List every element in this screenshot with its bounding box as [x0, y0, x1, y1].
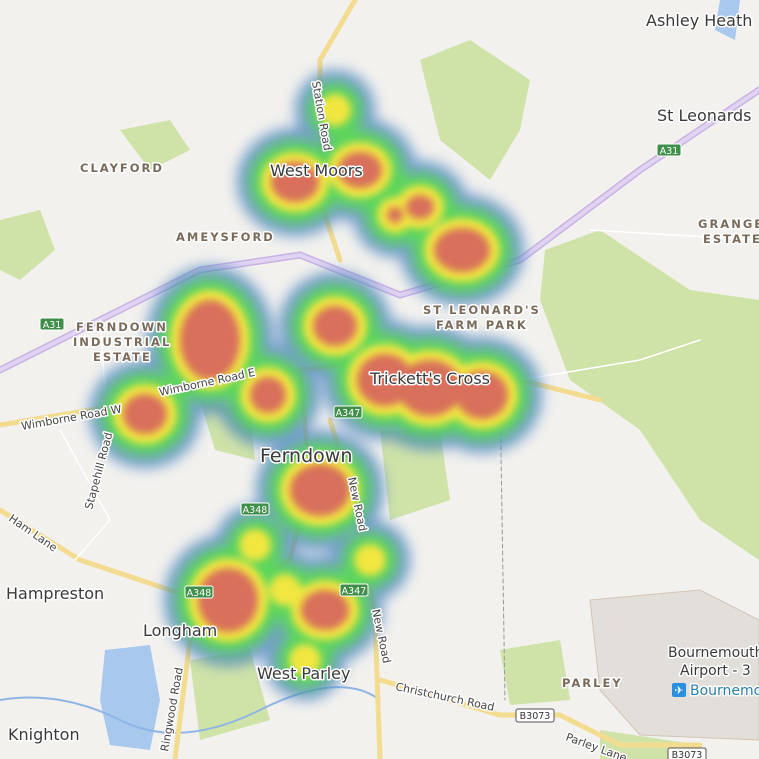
place-hampreston: Hampreston — [6, 584, 104, 603]
place-ashley-heath: Ashley Heath — [646, 11, 752, 30]
heatmap-hotspot — [289, 644, 321, 676]
place-st-leonards: St Leonards — [657, 106, 752, 125]
heatmap-hotspot — [180, 300, 240, 380]
shield-a31-east: A31 — [656, 143, 682, 157]
heatmap-hotspot — [313, 306, 357, 346]
shield-a347-south: A347 — [339, 583, 369, 597]
road-label-christchurch-road: Christchurch Road — [394, 680, 495, 714]
svg-text:A347: A347 — [336, 408, 361, 419]
place-clayford: CLAYFORD — [80, 161, 164, 175]
place-west-moors: West Moors — [270, 161, 363, 180]
place-ferndown-industrial-estate: FERNDOWN — [76, 320, 168, 334]
heatmap-hotspot — [398, 360, 462, 416]
heatmap-hotspot — [198, 568, 258, 632]
shield-a348-south: A348 — [184, 585, 214, 599]
shield-b3073-east: B3073 — [667, 747, 707, 759]
place-ferndown: Ferndown — [260, 445, 352, 467]
svg-text:✈: ✈ — [674, 684, 683, 697]
heatmap-hotspot — [319, 94, 351, 126]
heatmap-hotspot — [123, 394, 167, 434]
svg-text:A348: A348 — [187, 588, 212, 599]
svg-text:B3073: B3073 — [672, 750, 703, 759]
poi-bournemouth-airport[interactable]: Bournemouth — [689, 682, 759, 701]
place-ferndown-industrial-estate-2: INDUSTRIAL — [73, 335, 171, 349]
heatmap-hotspot — [387, 207, 403, 223]
place-ameysford: AMEYSFORD — [176, 230, 275, 244]
svg-text:A31: A31 — [43, 320, 62, 331]
shield-a348-north: A348 — [240, 502, 270, 516]
svg-text:A348: A348 — [243, 505, 268, 516]
place-ferndown-industrial-estate-3: ESTATE — [93, 350, 152, 364]
heatmap-hotspot — [301, 590, 349, 630]
place-west-parley: West Parley — [257, 664, 351, 683]
place-longham: Longham — [143, 621, 217, 640]
place-knighton: Knighton — [8, 725, 80, 744]
heatmap-hotspot — [271, 162, 319, 202]
heatmap-hotspot — [269, 574, 301, 606]
heatmap-band — [123, 152, 508, 632]
heatmap-hotspot — [406, 195, 434, 219]
heatmap-hotspot — [434, 228, 490, 272]
place-bournemouth-airport-2: Airport - 3 — [680, 663, 751, 679]
heatmap-hotspot — [290, 464, 350, 516]
water-bodies — [100, 0, 740, 750]
heatmap-hotspot — [338, 152, 382, 188]
svg-text:A347: A347 — [342, 586, 367, 597]
place-bournemouth-airport: Bournemouth — [668, 645, 759, 661]
place-grange-estate-2: ESTATE — [703, 232, 759, 246]
road-label-ham-lane: Ham Lane — [6, 512, 59, 555]
shield-a31-west: A31 — [39, 317, 65, 331]
heatmap-hotspot — [354, 544, 386, 576]
shield-a347-north: A347 — [333, 405, 363, 419]
airplane-icon[interactable]: ✈ — [672, 683, 686, 697]
svg-text:A31: A31 — [660, 146, 679, 157]
place-st-leonards-farm-park: ST LEONARD'S — [423, 303, 541, 317]
svg-text:B3073: B3073 — [520, 711, 551, 722]
place-st-leonards-farm-park-2: FARM PARK — [436, 318, 528, 332]
heatmap-layer — [89, 70, 542, 700]
heatmap-hotspot — [239, 529, 271, 561]
shield-b3073-west: B3073 — [515, 708, 555, 723]
heatmap-hotspot — [456, 371, 508, 419]
place-grange-estate: GRANGE — [698, 217, 759, 231]
place-parley: PARLEY — [562, 676, 623, 690]
place-tricketts-cross: Trickett's Cross — [369, 369, 490, 388]
airport-area — [589, 589, 759, 741]
heatmap-hotspot — [250, 377, 286, 413]
